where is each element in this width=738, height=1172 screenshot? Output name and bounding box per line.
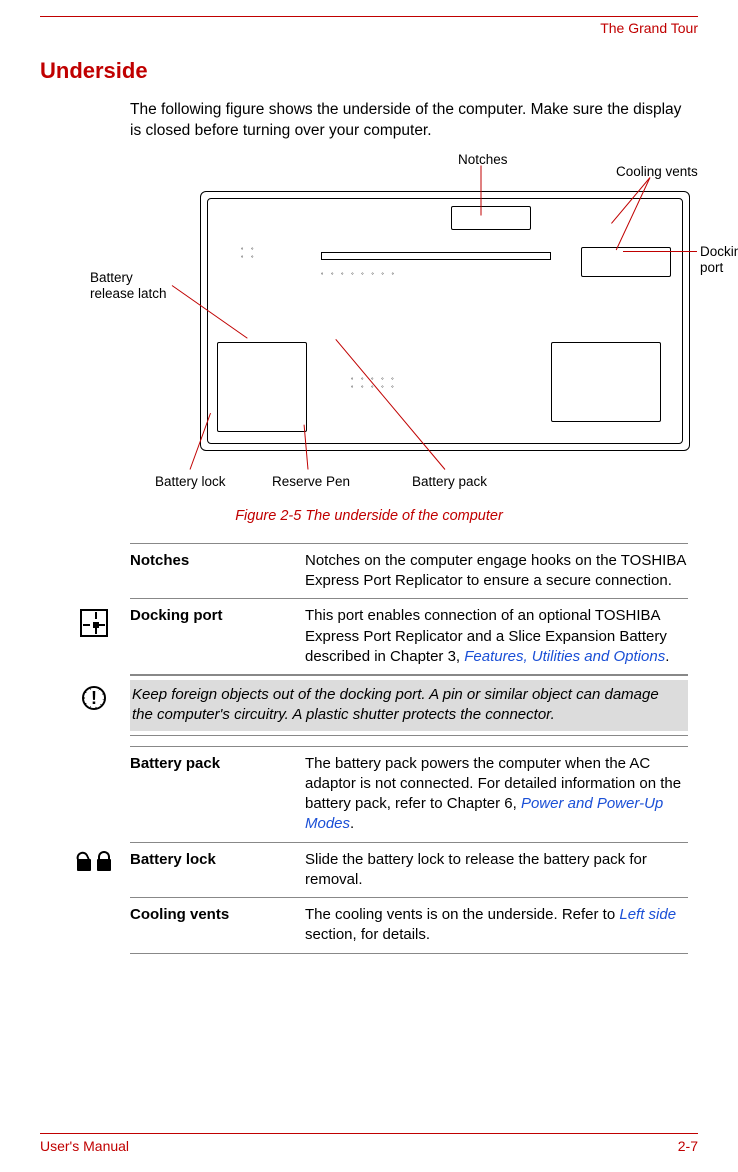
desc-text: The cooling vents is on the underside. R… (305, 906, 619, 923)
def-term: Battery pack (130, 754, 305, 835)
header-chapter: The Grand Tour (40, 19, 698, 38)
panel-battery (217, 342, 307, 432)
leader-notches (481, 166, 482, 216)
unlock-icon (77, 859, 91, 871)
footer: User's Manual 2-7 (40, 1133, 698, 1156)
label-battery-release-latch-2: release latch (90, 285, 167, 303)
lock-icon (97, 859, 111, 871)
underside-diagram: Notches Cooling vents Battery release la… (60, 151, 700, 501)
screws-left: ° °° ° (241, 247, 256, 263)
link-leftside[interactable]: Left side (619, 906, 676, 923)
desc-tail: section, for details. (305, 926, 430, 943)
warning-icon: ! (72, 686, 116, 710)
figure-caption: Figure 2-5 The underside of the computer (40, 507, 698, 527)
label-notches: Notches (458, 151, 508, 169)
panel-cover (551, 342, 661, 422)
laptop-outline: ° ° ° ° ° ° ° ° ° ° ° ° °° ° ° ° ° ° °° … (200, 191, 690, 451)
definitions-table-2: Battery pack The battery pack powers the… (130, 746, 688, 954)
leader-dock (623, 251, 697, 252)
def-row-cooling-vents: Cooling vents The cooling vents is on th… (130, 898, 688, 954)
def-row-battery-pack: Battery pack The battery pack powers the… (130, 746, 688, 843)
link-features[interactable]: Features, Utilities and Options (464, 648, 665, 665)
lock-icons (72, 853, 116, 871)
def-term: Docking port (130, 606, 305, 667)
label-reserve-pen: Reserve Pen (272, 473, 350, 491)
def-term: Cooling vents (130, 905, 305, 946)
def-desc: Notches on the computer engage hooks on … (305, 551, 688, 592)
label-battery-lock: Battery lock (155, 473, 226, 491)
def-term: Notches (130, 551, 305, 592)
label-cooling-vents: Cooling vents (616, 163, 698, 181)
label-docking-port-2: port (700, 259, 723, 277)
panel-notch (451, 206, 531, 230)
footer-right: 2-7 (678, 1137, 698, 1156)
screws-row: ° ° ° ° ° ° ° ° (321, 272, 397, 280)
section-title: Underside (40, 56, 698, 86)
footer-left: User's Manual (40, 1137, 129, 1156)
def-desc: The battery pack powers the computer whe… (305, 754, 688, 835)
def-desc: The cooling vents is on the underside. R… (305, 905, 688, 946)
def-desc: Slide the battery lock to release the ba… (305, 850, 688, 891)
desc-tail: . (665, 648, 669, 665)
def-row-notches: Notches Notches on the computer engage h… (130, 543, 688, 600)
definitions-table-1: Notches Notches on the computer engage h… (130, 543, 688, 675)
desc-tail: . (350, 815, 354, 832)
warning-text: Keep foreign objects out of the docking … (130, 680, 688, 731)
warning-block: ! Keep foreign objects out of the dockin… (130, 675, 688, 736)
def-term: Battery lock (130, 850, 305, 891)
def-desc: This port enables connection of an optio… (305, 606, 688, 667)
dock-icon (72, 609, 116, 637)
def-row-docking-port: Docking port This port enables connectio… (130, 599, 688, 675)
panel-bar (321, 252, 551, 260)
label-battery-pack: Battery pack (412, 473, 487, 491)
intro-text: The following figure shows the underside… (130, 100, 688, 142)
def-row-battery-lock: Battery lock Slide the battery lock to r… (130, 843, 688, 899)
top-rule (40, 16, 698, 17)
